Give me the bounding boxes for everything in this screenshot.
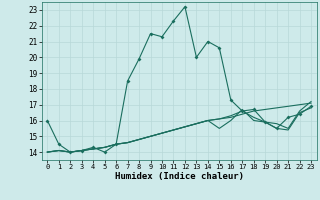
X-axis label: Humidex (Indice chaleur): Humidex (Indice chaleur) [115, 172, 244, 181]
